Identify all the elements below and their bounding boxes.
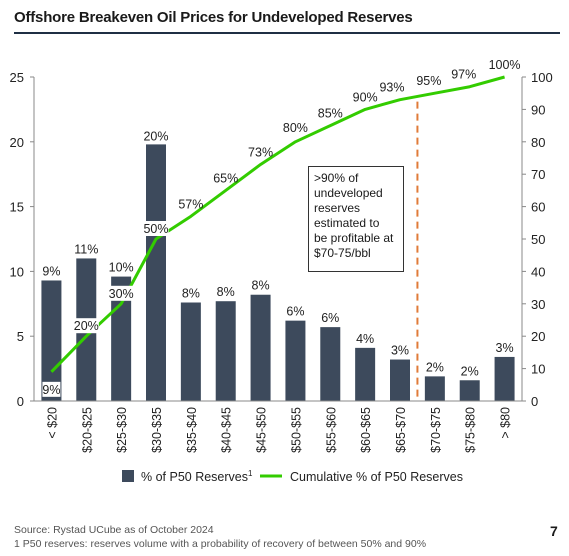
bar-value-label: 4% [356, 332, 374, 346]
bar [215, 301, 236, 401]
line-value-label: 20% [74, 319, 99, 333]
line-value-label: 65% [213, 171, 238, 185]
x-tick-label: $35-$40 [185, 407, 199, 453]
annotation-line: >90% of [314, 171, 359, 185]
line-value-label: 100% [489, 58, 521, 72]
bar-value-label: 2% [461, 364, 479, 378]
right-tick-label: 70 [531, 167, 545, 182]
right-tick-label: 90 [531, 102, 545, 117]
x-tick-label: $55-$60 [324, 407, 338, 453]
bar-value-label: 2% [426, 360, 444, 374]
annotation-line: $70-75/bbl [314, 246, 371, 260]
right-tick-label: 20 [531, 329, 545, 344]
left-tick-label: 10 [10, 264, 24, 279]
x-tick-label: $70-$75 [429, 407, 443, 453]
x-axis: < $20 $20-$25 $25-$30 $30-$35 $35-$40 $40-$45… [34, 400, 522, 453]
left-axis: 0 5 10 15 20 25 [10, 70, 35, 409]
line-value-label: 9% [42, 383, 60, 397]
line-value-label: 50% [143, 222, 168, 236]
x-tick-label: $25-$30 [115, 407, 129, 453]
bar [285, 320, 306, 401]
line-value-label: 80% [283, 121, 308, 135]
line-value-label: 93% [379, 81, 404, 95]
line-value-label: 97% [451, 68, 476, 82]
line-label-group: 9% 20% 30% 50% 57% 65% 73% 80% 85% 90%93% 95% 97% 10… [42, 58, 521, 397]
right-tick-label: 30 [531, 297, 545, 312]
x-tick-label: $65-$70 [394, 407, 408, 453]
right-tick-label: 100 [531, 70, 553, 85]
line-value-label: 95% [416, 74, 441, 88]
line-value-label: 57% [178, 197, 203, 211]
bar [320, 327, 341, 401]
bar [146, 144, 166, 401]
x-tick-label: $50-$55 [289, 407, 303, 453]
chart-title: Offshore Breakeven Oil Prices for Undeve… [14, 9, 413, 26]
bar-value-label: 8% [252, 279, 270, 293]
annotation-line: reserves [314, 201, 361, 215]
right-tick-label: 0 [531, 394, 538, 409]
right-axis: 0 10 20 30 40 50 60 70 80 90 100 [521, 70, 553, 409]
right-tick-label: 80 [531, 135, 545, 150]
line-value-label: 90% [353, 90, 378, 104]
bar-value-label: 3% [391, 344, 409, 358]
legend-bar-swatch [122, 470, 134, 482]
annotation-box: >90% of undeveloped reserves estimated t… [308, 166, 404, 272]
breakeven-chart: 0 5 10 15 20 25 0 10 20 30 40 50 60 70 80 90 100 9% 11% 1… [10, 58, 553, 484]
right-tick-label: 50 [531, 232, 545, 247]
line-value-label: 85% [318, 107, 343, 121]
left-tick-label: 15 [10, 200, 24, 215]
right-tick-label: 60 [531, 200, 545, 215]
footer-source: Source: Rystad UCube as of October 2024 [14, 524, 214, 536]
x-tick-label: $20-$25 [80, 407, 94, 453]
bar-value-label: 6% [286, 305, 304, 319]
line-value-label: 30% [109, 287, 134, 301]
bar-value-label: 20% [143, 129, 168, 143]
right-tick-label: 40 [531, 264, 545, 279]
bar-value-label: 8% [182, 287, 200, 301]
legend-bar-label: % of P50 Reserves1 [141, 469, 253, 484]
bar [459, 380, 480, 401]
left-tick-label: 20 [10, 135, 24, 150]
bar [41, 280, 62, 401]
x-tick-label: $75-$80 [464, 407, 478, 453]
left-tick-label: 25 [10, 70, 24, 85]
line-value-label: 73% [248, 145, 273, 159]
bar-value-label: 6% [321, 311, 339, 325]
annotation-line: be profitable at [314, 231, 394, 245]
x-tick-label: $40-$45 [220, 407, 234, 453]
bar-value-label: 8% [217, 285, 235, 299]
bar-value-label: 11% [74, 242, 98, 256]
bar-label-group: 9% 11% 10% 20% 8% 8% 8% 6% 6% 4% 3% 2% 2% 3% [42, 129, 513, 378]
bar [494, 356, 515, 401]
bar-value-label: 9% [42, 264, 60, 278]
bar [355, 347, 376, 401]
x-tick-label: < $20 [45, 407, 59, 439]
annotation-line: estimated to [314, 216, 380, 230]
legend-line-label: Cumulative % of P50 Reserves [290, 470, 463, 484]
x-tick-label: $45-$50 [255, 407, 269, 453]
x-tick-label: > $80 [499, 407, 513, 439]
legend-superscript: 1 [248, 469, 253, 478]
bar-value-label: 10% [109, 261, 134, 275]
legend: % of P50 Reserves1 Cumulative % of P50 Re… [122, 469, 463, 484]
line-label-bg [108, 285, 134, 301]
bar [424, 376, 445, 401]
title-underline [14, 32, 560, 34]
line-label-bg [73, 318, 99, 334]
annotation-line: undeveloped [314, 186, 383, 200]
line-label-bg [143, 221, 169, 236]
left-tick-label: 5 [17, 329, 24, 344]
page-number: 7 [550, 523, 558, 539]
bar [390, 359, 410, 401]
footer-note: 1 P50 reserves: reserves volume with a p… [14, 538, 427, 550]
x-tick-label: $30-$35 [150, 407, 164, 453]
right-tick-label: 10 [531, 362, 545, 377]
bar-value-label: 3% [496, 341, 514, 355]
bar [250, 294, 271, 401]
bar [180, 302, 201, 401]
left-tick-label: 0 [17, 394, 24, 409]
line-label-bg [42, 381, 61, 397]
x-tick-label: $60-$65 [359, 407, 373, 453]
